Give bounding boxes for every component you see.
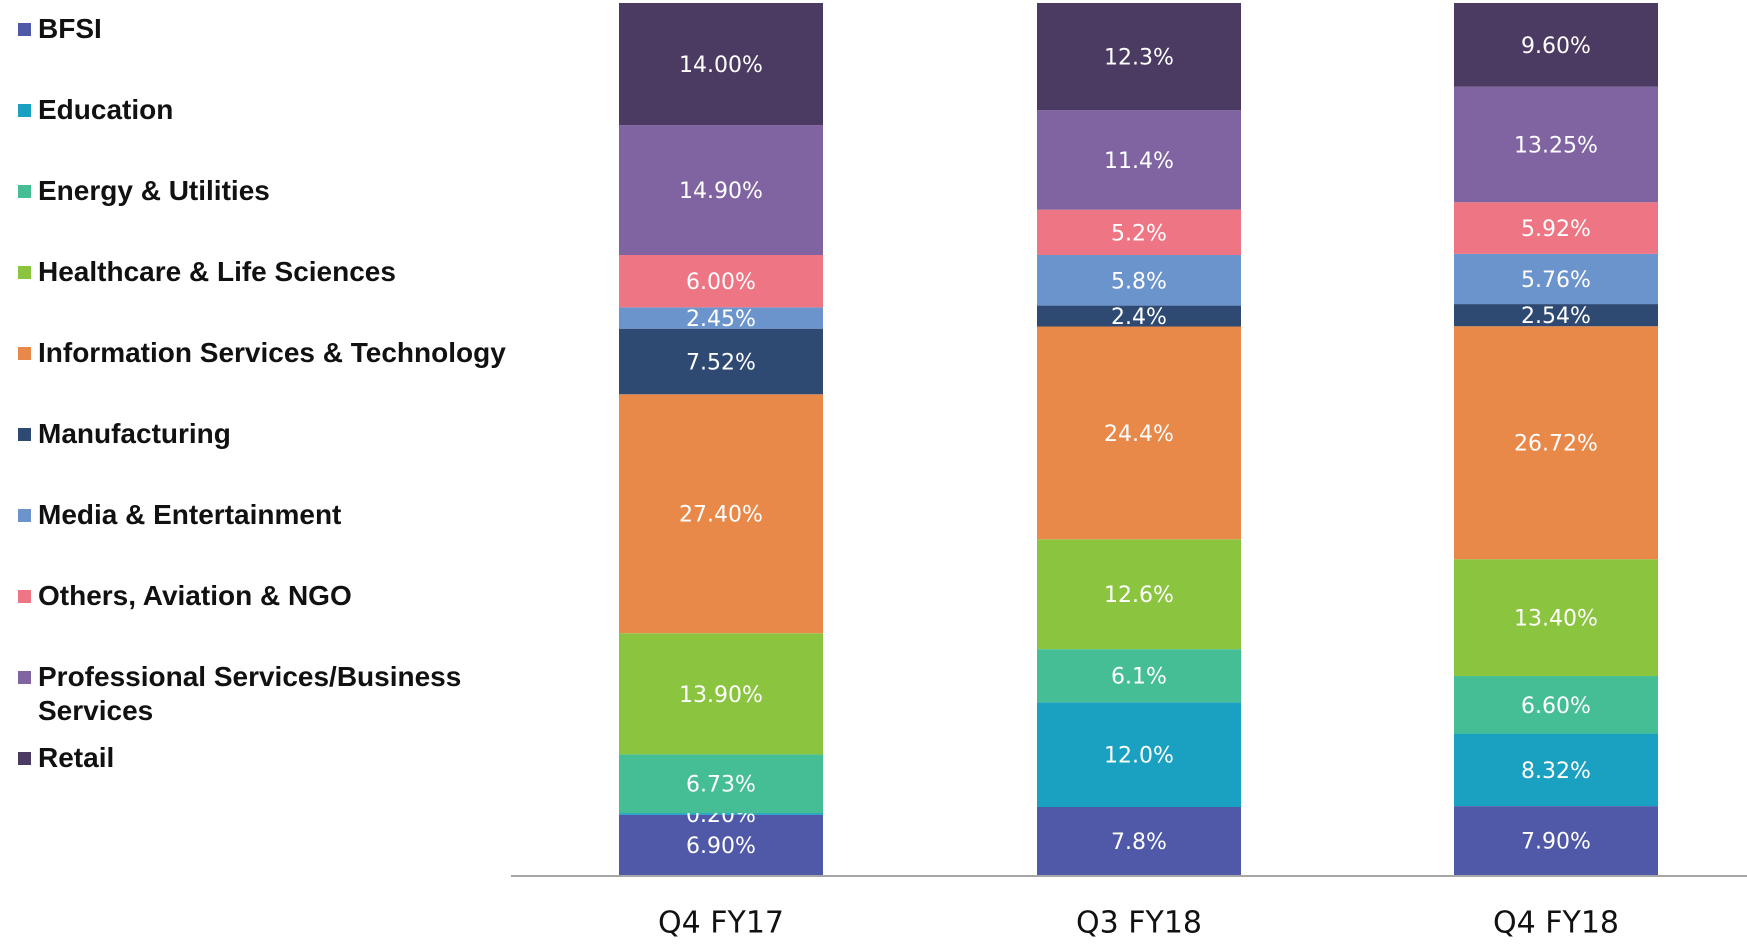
bar-segment [1037,702,1241,807]
data-label: 12.3% [1104,46,1174,71]
legend-label: Media & Entertainment [38,499,342,530]
bar-segment [1037,255,1241,306]
bar-segment [1454,559,1658,677]
legend-label: Education [38,94,174,125]
data-label: 5.2% [1111,221,1167,246]
bar-segment [619,125,823,256]
bar-segment [1037,539,1241,650]
bar-segment [619,814,823,875]
bar-segment [1454,86,1658,203]
data-label: 7.52% [686,350,756,375]
legend-label: BFSI [38,13,102,44]
legend-label: Energy & Utilities [38,175,270,206]
data-label: 7.90% [1521,830,1591,855]
legend-item: Healthcare & Life Sciences [18,255,528,289]
bar-segment [1454,253,1658,305]
data-label: 13.90% [679,683,763,708]
legend-item: Energy & Utilities [18,174,528,208]
legend-swatch [18,347,31,360]
legend-item: BFSI [18,12,528,46]
data-label: 14.90% [679,179,763,204]
bar-segment [1037,110,1241,210]
data-label: 5.92% [1521,217,1591,242]
bar-segment [619,633,823,755]
data-label: 6.60% [1521,694,1591,719]
legend-swatch [18,266,31,279]
legend-item: Professional Services/Business Services [18,660,528,728]
data-label: 6.1% [1111,665,1167,690]
x-tick-label: Q4 FY18 [1493,906,1619,941]
legend-item: Information Services & Technology [18,336,528,370]
legend-swatch [18,104,31,117]
bar-segment [1454,304,1658,327]
data-label: 8.32% [1521,759,1591,784]
bar-segment [1454,676,1658,734]
bar-segment [619,394,823,634]
data-label: 2.54% [1521,304,1591,329]
data-label: 2.4% [1111,305,1167,330]
legend-label: Manufacturing [38,418,231,449]
legend-label: Information Services & Technology [38,337,506,368]
data-label: 13.25% [1514,133,1598,158]
legend-swatch [18,23,31,36]
data-label: 7.8% [1111,830,1167,855]
data-label: 14.00% [679,53,763,78]
bar-segment [1454,733,1658,807]
bar-segment [1037,209,1241,256]
data-label: 6.90% [686,834,756,859]
legend-item: Manufacturing [18,417,528,451]
legend-label: Retail [38,742,115,773]
legend-swatch [18,752,31,765]
bar-segment [619,307,823,329]
bar-segment [1454,202,1658,254]
data-label: 27.40% [679,503,763,528]
data-label: 11.4% [1104,149,1174,174]
bar-segment [619,754,823,814]
data-label: 12.0% [1104,744,1174,769]
bar-segment [619,3,823,126]
legend-swatch [18,671,31,684]
bar-segment [619,813,823,815]
bar-segment [1037,305,1241,327]
data-label: 13.40% [1514,607,1598,632]
legend-swatch [18,428,31,441]
data-label: 26.72% [1514,432,1598,457]
bar-segment [1454,326,1658,560]
data-label: 24.4% [1104,422,1174,447]
legend-swatch [18,590,31,603]
bar-segment [1037,3,1241,111]
legend-label: Others, Aviation & NGO [38,580,352,611]
legend-item: Education [18,93,528,127]
data-label: 2.45% [686,307,756,332]
data-label: 5.8% [1111,269,1167,294]
x-tick-label: Q4 FY17 [658,906,784,941]
data-label: 12.6% [1104,583,1174,608]
data-label: 6.00% [686,270,756,295]
legend-swatch [18,509,31,522]
bar-segment [1037,326,1241,540]
legend-swatch [18,185,31,198]
bar-segment [1037,649,1241,703]
legend-label: Professional Services/Business Services [38,661,462,726]
data-label: 9.60% [1521,34,1591,59]
bar-segment [1454,806,1658,875]
bar-segment [1037,806,1241,875]
data-label: 6.73% [686,773,756,798]
bar-segment [619,255,823,308]
legend-item: Others, Aviation & NGO [18,579,528,613]
x-tick-label: Q3 FY18 [1076,906,1202,941]
legend-item: Retail [18,741,528,775]
legend-label: Healthcare & Life Sciences [38,256,396,287]
bar-segment [1454,3,1658,87]
data-label: 5.76% [1521,268,1591,293]
legend-item: Media & Entertainment [18,498,528,532]
bar-segment [619,328,823,395]
